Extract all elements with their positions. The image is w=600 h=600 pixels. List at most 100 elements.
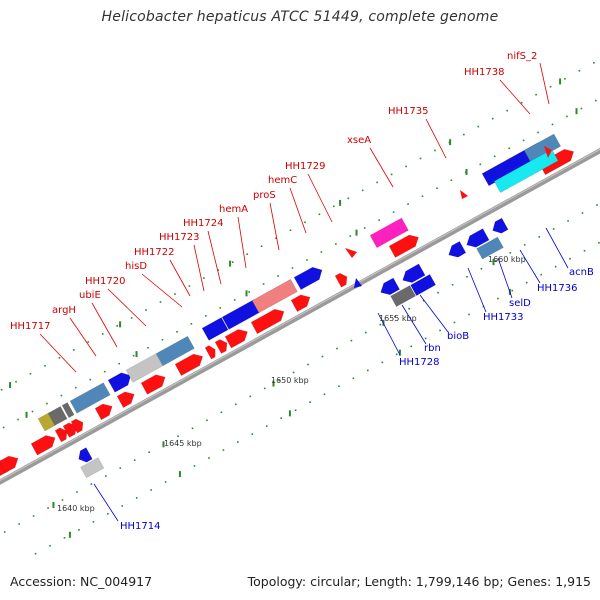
guide-dot: [3, 531, 6, 533]
guide-dot: [381, 361, 384, 364]
guide-dot: [408, 307, 410, 310]
guide-dot: [251, 433, 254, 435]
guide-dot: [392, 211, 395, 213]
gene-forward-box: [69, 382, 111, 414]
guide-dot: [437, 291, 439, 294]
guide-dot: [262, 283, 265, 285]
guide-dot: [593, 61, 595, 64]
guide-dot: [537, 131, 539, 134]
guide-dot: [405, 165, 407, 168]
guide-dot: [90, 483, 93, 485]
guide-dot: [511, 289, 514, 292]
guide-dot: [280, 417, 282, 419]
gene-reverse-arrow: [78, 447, 93, 463]
guide-dot: [208, 457, 210, 459]
leader-line-top: [91, 302, 118, 348]
gene-label-biob: bioB: [447, 331, 469, 342]
gene-reverse-box: [410, 273, 437, 297]
guide-dot: [191, 427, 194, 430]
dotted-guides: [0, 61, 600, 555]
guide-dot: [145, 309, 147, 311]
guide-dot: [249, 395, 252, 398]
guide-dot: [569, 257, 571, 260]
accession-text: Accession: NC_004917: [10, 574, 153, 589]
gene-forward-box: [47, 405, 68, 426]
gene-forward-arrow: [388, 234, 419, 258]
leader-line-bottom: [497, 257, 513, 299]
guide-dot: [246, 253, 248, 255]
gene-forward-arrow: [290, 294, 311, 313]
gene-forward-box: [107, 372, 132, 393]
small-marker: [354, 278, 362, 288]
guide-dot: [453, 321, 456, 324]
gene-forward-box: [221, 299, 261, 330]
gene-label-ubie: ubiE: [79, 290, 101, 301]
guide-dot: [15, 380, 17, 383]
guide-dot: [336, 347, 338, 350]
gene-label-hh1720: HH1720: [85, 276, 126, 287]
guide-dot: [133, 459, 136, 461]
bottom-gene-labels: HH1714 HH1728 rbn bioB HH1733 selD HH173…: [120, 267, 594, 532]
gene-label-hh1733: HH1733: [483, 312, 524, 323]
guide-dot: [159, 301, 162, 303]
guide-dot: [333, 205, 335, 208]
guide-dot: [278, 379, 280, 382]
guide-dot: [92, 521, 95, 523]
top-gene-labels: HH1717 argH ubiE HH1720 hisD HH1722 HH17…: [10, 51, 537, 332]
guide-dot: [583, 249, 586, 252]
gene-reverse-box: [390, 285, 417, 308]
guide-dot: [150, 489, 152, 491]
guide-dot: [73, 349, 75, 351]
guide-dot: [468, 313, 470, 316]
guide-dot: [493, 155, 496, 158]
guide-dot: [47, 507, 49, 509]
guide-dot: [31, 410, 34, 413]
gene-label-xsea: xseA: [347, 135, 371, 146]
guide-dot: [164, 481, 167, 483]
guide-dot: [75, 386, 77, 389]
gene-forward-arrow: [224, 329, 248, 349]
guide-dot: [219, 307, 222, 309]
leader-line-top: [141, 273, 183, 308]
guide-dot: [193, 465, 196, 467]
guide-dot: [132, 354, 135, 357]
leader-line-top: [425, 118, 447, 159]
guide-dot: [275, 237, 277, 240]
guide-dot: [148, 451, 150, 453]
guide-dot: [335, 243, 337, 245]
guide-dot: [176, 330, 178, 333]
leader-line-bottom: [545, 227, 569, 269]
genome-backbone: [0, 147, 600, 485]
guide-dot: [578, 69, 581, 72]
gene-features: [0, 133, 575, 479]
gene-reverse-box: [80, 457, 105, 479]
guide-dot: [220, 411, 223, 414]
tick-label-1640: 1640 kbp: [57, 504, 95, 513]
guide-dot: [390, 173, 393, 176]
guide-dot: [29, 372, 32, 375]
gene-reverse-arrow: [466, 228, 490, 248]
leader-line-bottom: [93, 483, 119, 522]
guide-dot: [61, 499, 64, 501]
backbone-line: [0, 147, 600, 485]
backbone-highlight: [0, 148, 600, 482]
guide-dot: [479, 163, 482, 166]
gene-forward-box: [369, 217, 409, 249]
gene-forward-arrow: [116, 391, 135, 409]
guide-dot: [439, 329, 441, 332]
guide-dot: [379, 323, 382, 326]
guide-dot: [365, 331, 367, 334]
guide-dot: [2, 426, 5, 429]
guide-dot: [451, 283, 454, 286]
tick-label-1660: 1660 kbp: [488, 255, 526, 264]
guide-dot: [304, 221, 306, 224]
guide-dot: [450, 179, 453, 182]
guide-dot: [564, 77, 566, 80]
gene-forward-box: [125, 353, 164, 383]
guide-dot: [263, 387, 266, 390]
label-leaders: [39, 62, 569, 522]
guide-dot: [44, 365, 46, 367]
leader-line-top: [207, 230, 222, 285]
genome-summary-text: Topology: circular; Length: 1,799,146 bp…: [247, 574, 591, 589]
